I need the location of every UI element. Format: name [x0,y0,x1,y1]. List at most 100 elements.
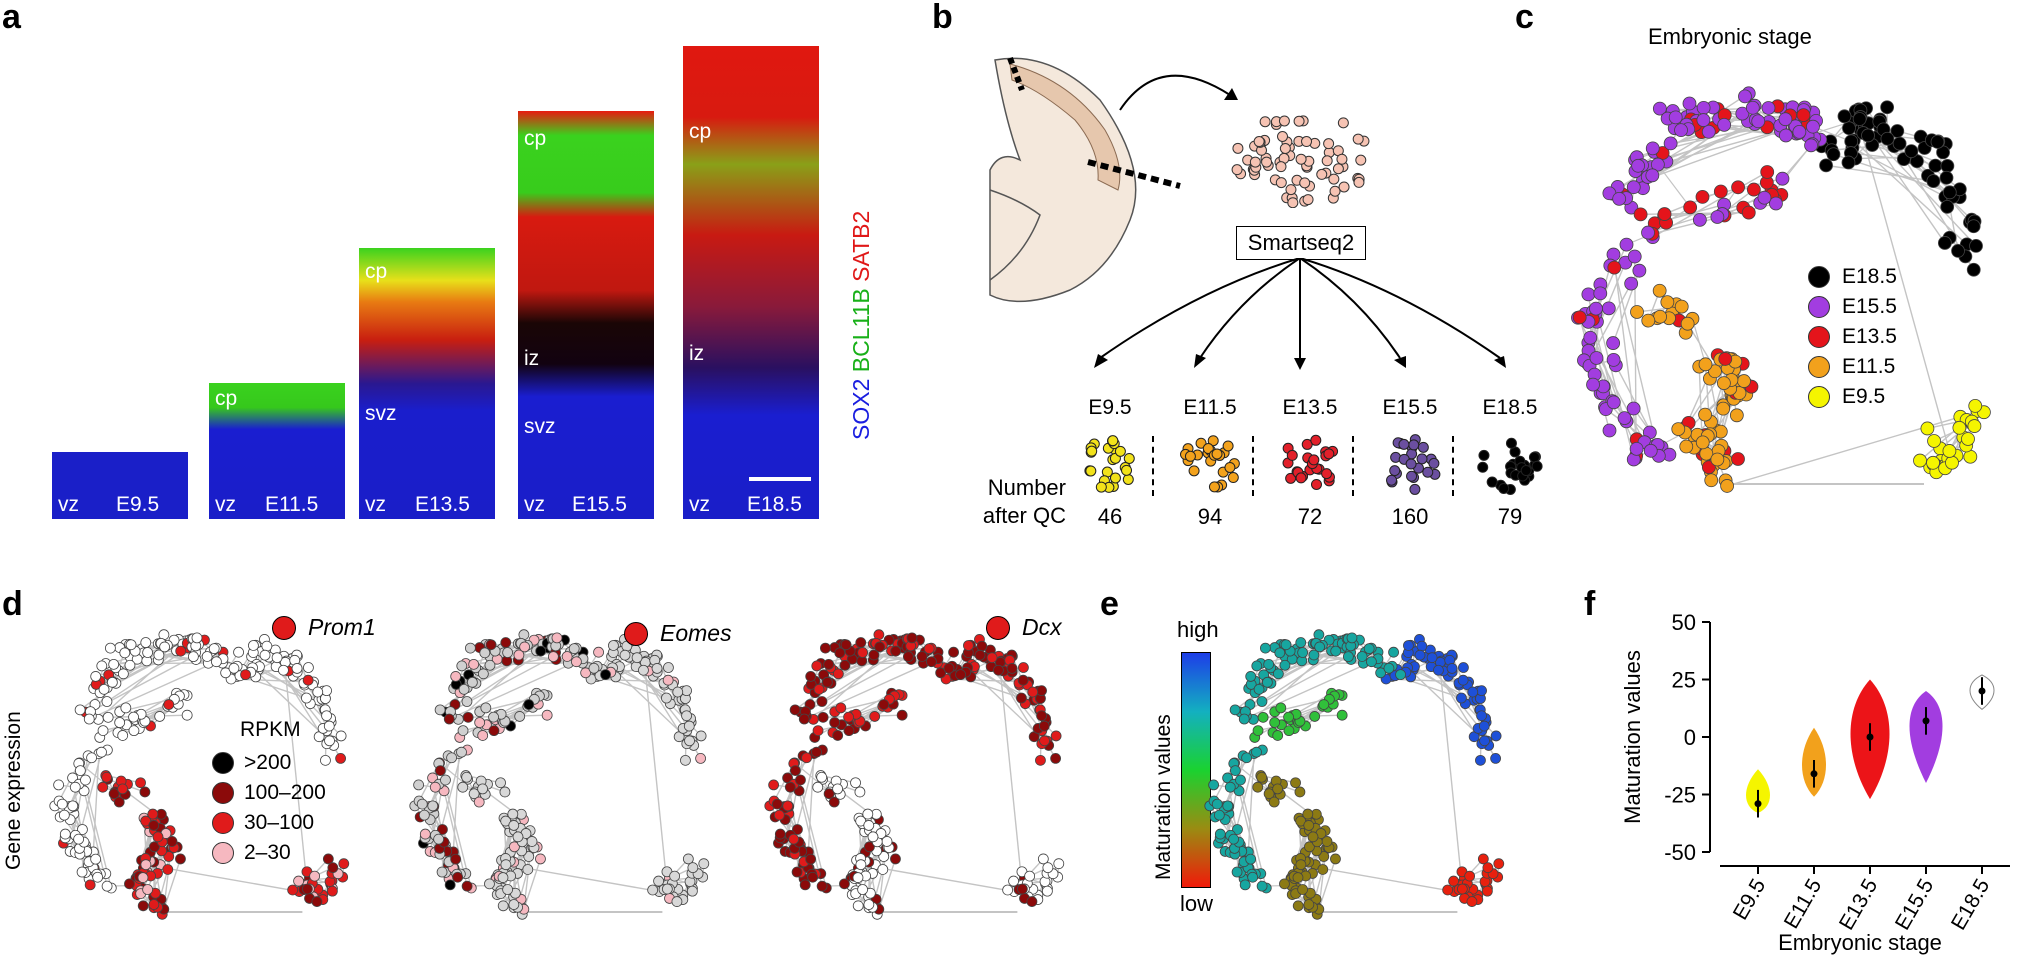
network-node [1446,663,1458,674]
network-node [1008,875,1019,887]
network-node [1308,649,1320,661]
cell-dot [1293,115,1305,127]
network-node [890,853,901,865]
network-node [488,711,499,723]
network-node [1844,134,1859,149]
network-node [137,900,149,912]
network-node [1837,109,1852,124]
network-node [1318,699,1330,710]
network-node [450,853,462,865]
network-node [1612,191,1627,206]
cell-dot [1085,465,1097,477]
network-edge [1657,164,1691,208]
panel-label-e: e [1100,585,1119,623]
network-node [1476,710,1487,722]
network-node [508,820,520,831]
network-node [1966,219,1981,234]
network-node [571,656,582,668]
cell-dot [1477,461,1489,473]
network-node [1330,645,1342,657]
network-node [124,659,136,671]
gene-name: Prom1 [308,614,376,640]
violin-median [1810,770,1818,778]
network-node [1674,299,1689,314]
network-node [877,864,889,875]
network-node [1279,659,1291,671]
brain-illustration [989,56,1181,303]
network-node [418,809,430,821]
stage-network-graph [1571,86,1991,493]
network-node [1442,884,1454,896]
network-node [1228,833,1240,845]
network-node [671,896,683,907]
network-node [484,878,495,890]
cell-dot [1184,450,1196,462]
svz-label: svz [524,415,556,438]
network-node [1729,408,1744,423]
network-node [863,820,875,831]
network-node [854,786,866,798]
network-node [419,828,431,840]
network-node [74,704,86,716]
network-node [228,662,240,674]
network-node [159,641,171,653]
panel-label-b: b [932,0,953,36]
network-node [1279,878,1290,890]
network-node [811,746,822,758]
network-node [1937,236,1952,250]
network-node [1295,859,1307,871]
network-node [816,771,828,783]
network-node [1366,656,1377,668]
network-node [1792,125,1807,139]
network-node [680,754,691,766]
network-node [823,788,835,800]
network-node [98,683,110,695]
network-edge [468,714,548,719]
network-node [106,676,118,688]
network-edge [803,661,932,720]
cell-dot [1323,448,1335,460]
vz-label: vz [365,493,386,516]
legend-swatch [212,782,234,804]
network-node [619,649,631,661]
network-node [1235,774,1246,786]
gene-dot-icon [624,621,648,646]
network-node [1309,711,1321,722]
network-node [321,685,332,697]
network-node [1602,423,1617,438]
network-node [855,637,867,648]
network-node [850,777,861,789]
cell-dot [1405,458,1417,470]
stage-groups: E9.5 46 E11.5 94 E13.5 72 E15.5 160 E18.5 79 [1050,396,1590,536]
network-node [153,649,165,661]
network-node [805,853,817,865]
network-node [672,686,684,698]
legend-item: 2–30 [212,838,326,868]
network-node [963,640,974,651]
network-node [450,671,462,682]
network-node [1674,123,1688,138]
network-node [1475,754,1486,766]
network-node [1589,351,1604,365]
cell-dot [1310,434,1322,446]
network-node [191,632,203,644]
network-edge [252,667,331,742]
cell-dot [1253,136,1265,148]
network-node [1456,692,1467,704]
network-node [1698,357,1713,372]
network-node [1966,262,1981,277]
network-node [1261,676,1273,688]
network-node [1945,455,1959,470]
network-node [497,900,509,912]
network-node [335,753,347,764]
dcx-network-graph [764,629,1065,920]
split-arrows [1094,258,1506,370]
network-node [1272,730,1284,741]
network-node [1027,686,1039,698]
network-node [248,640,259,651]
network-node [768,779,780,791]
network-node [1696,100,1711,115]
network-node [948,646,959,658]
network-node [1629,441,1644,456]
network-node [816,696,828,707]
